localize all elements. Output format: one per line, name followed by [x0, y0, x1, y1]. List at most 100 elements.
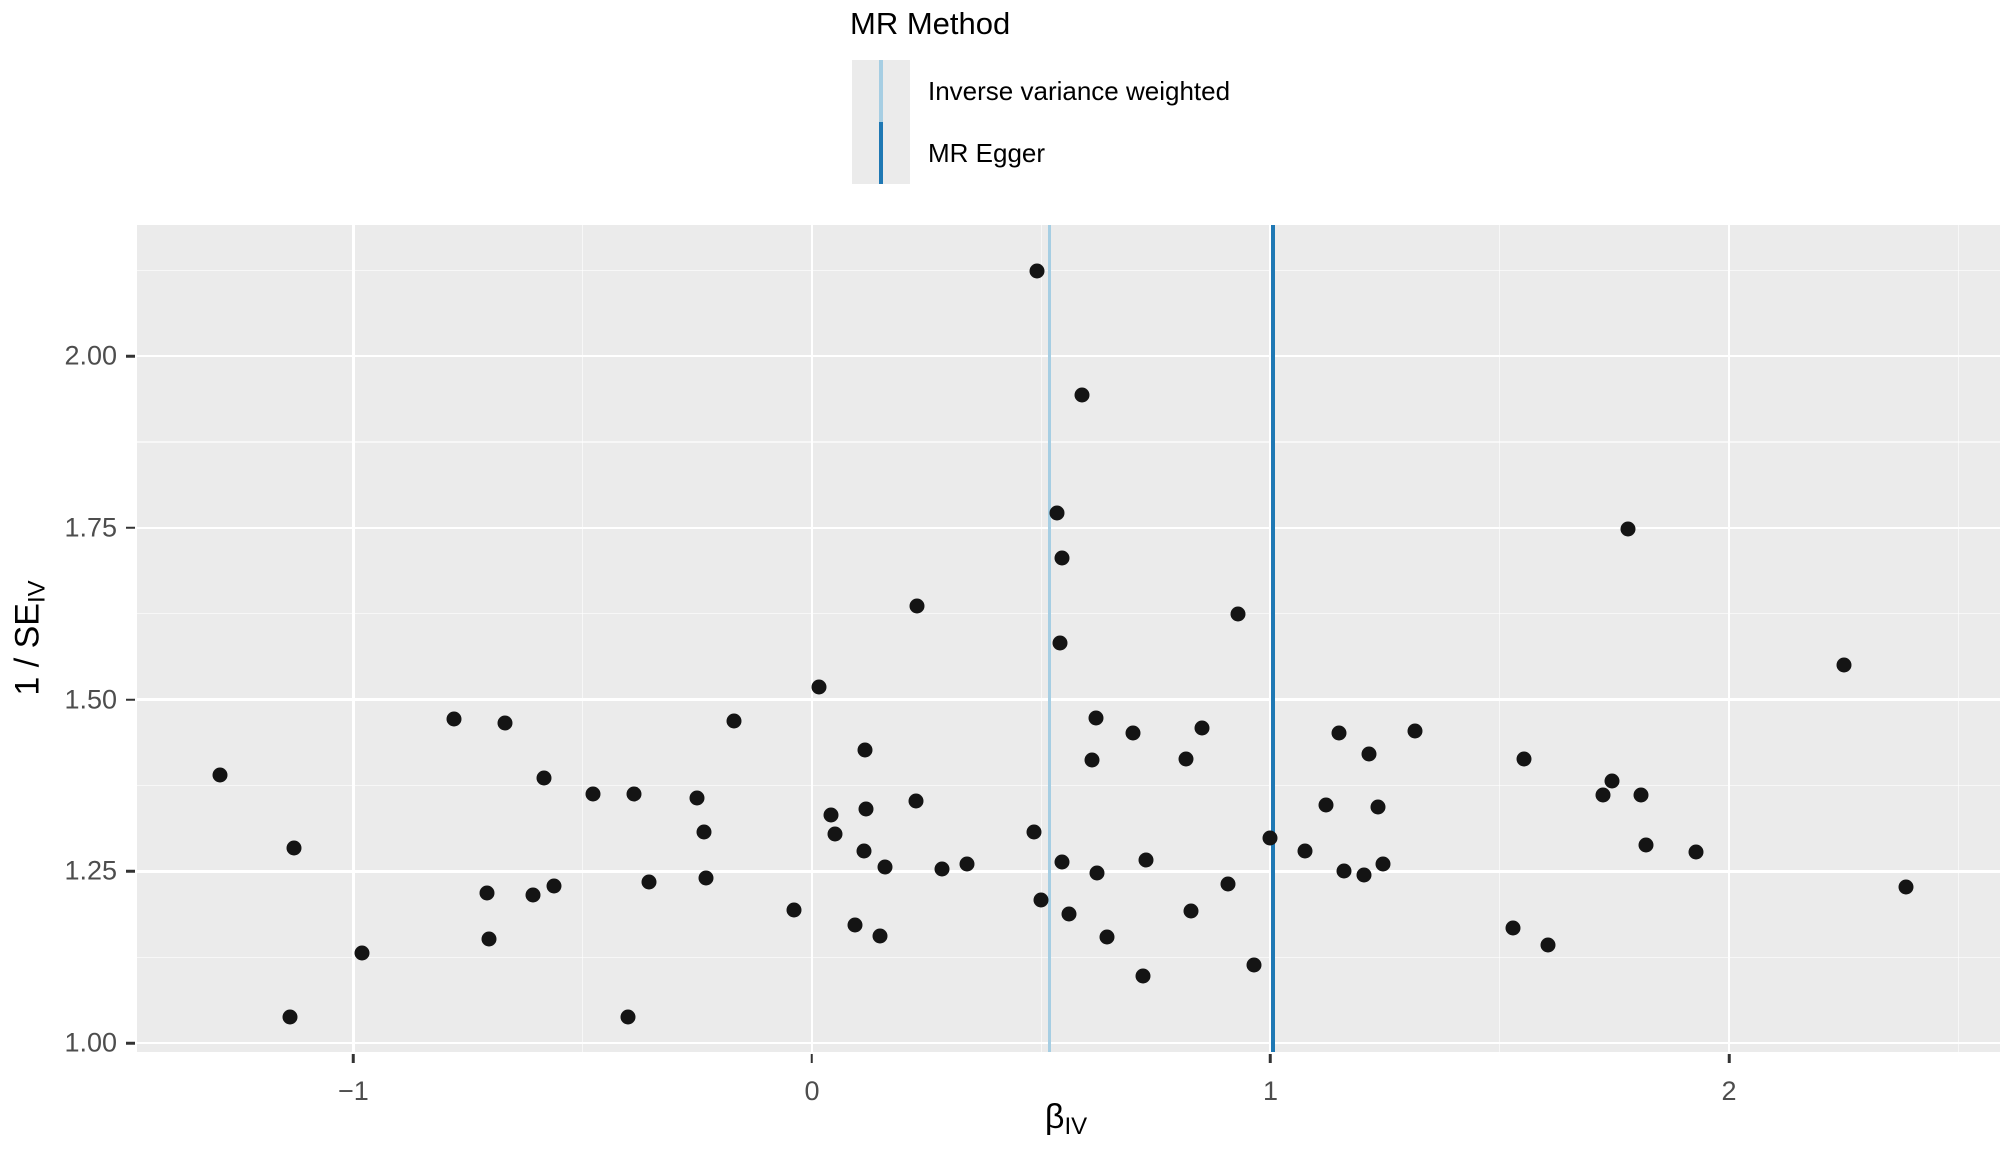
data-point: [696, 824, 712, 840]
data-point: [497, 715, 513, 731]
data-point: [934, 861, 950, 877]
y-tick-label: 1.75: [64, 512, 117, 543]
data-point: [1262, 830, 1278, 846]
data-point: [1540, 937, 1556, 953]
x-tick-label: 2: [1721, 1076, 1737, 1106]
y-tick-label: 2.00: [64, 340, 117, 371]
data-point: [1620, 521, 1636, 537]
data-point: [877, 859, 893, 875]
y-major-gridline: [137, 354, 2000, 358]
y-tick-label: 1.25: [64, 855, 117, 886]
y-minor-gridline: [137, 784, 2000, 787]
data-point: [1688, 844, 1704, 860]
x-major-gridline: [1269, 225, 1272, 1052]
ivw-line-swatch: [879, 60, 883, 122]
data-point: [641, 874, 657, 890]
data-point: [1088, 710, 1104, 726]
data-point: [1029, 263, 1045, 279]
y-axis-tick: [126, 354, 135, 358]
data-point: [1052, 635, 1068, 651]
data-point: [1318, 797, 1334, 813]
data-point: [1604, 773, 1620, 789]
data-point: [1638, 837, 1654, 853]
data-point: [1074, 387, 1090, 403]
data-point: [1089, 865, 1105, 881]
data-point: [481, 931, 497, 947]
egger-line-swatch: [879, 122, 883, 184]
x-major-gridline: [1727, 225, 1731, 1052]
data-point: [1138, 852, 1154, 868]
data-point: [525, 887, 541, 903]
legend-title: MR Method: [850, 6, 1011, 41]
data-point: [1220, 876, 1236, 892]
data-point: [1125, 725, 1141, 741]
data-point: [857, 742, 873, 758]
y-minor-gridline: [137, 613, 2000, 615]
legend-keys: [852, 60, 910, 184]
data-point: [1230, 606, 1246, 622]
data-point: [1516, 751, 1532, 767]
data-point: [1135, 968, 1151, 984]
data-point: [847, 917, 863, 933]
data-point: [786, 902, 802, 918]
data-point: [1297, 843, 1313, 859]
legend: MR Method Inverse variance weighted MR E…: [850, 6, 1230, 184]
x-minor-gridline: [1040, 225, 1042, 1052]
x-minor-gridline: [582, 225, 584, 1052]
x-axis-tick: [1727, 1054, 1731, 1063]
data-point: [1194, 720, 1210, 736]
data-point: [1061, 906, 1077, 922]
data-point: [1054, 550, 1070, 566]
data-point: [1356, 867, 1372, 883]
data-point: [626, 786, 642, 802]
data-point: [1407, 723, 1423, 739]
y-major-gridline: [137, 1041, 2000, 1045]
y-minor-gridline: [137, 956, 2000, 958]
data-point: [546, 878, 562, 894]
y-tick-label: 1.00: [64, 1027, 117, 1058]
x-axis-tick: [1269, 1054, 1272, 1063]
data-point: [1026, 824, 1042, 839]
y-axis-title-base: 1 / SE: [8, 603, 47, 696]
data-point: [1178, 751, 1194, 767]
data-point: [827, 826, 843, 842]
data-point: [908, 793, 924, 809]
x-axis-title-sub: IV: [1064, 1113, 1088, 1140]
ivw-estimate-line: [1047, 225, 1051, 1052]
data-point: [1084, 752, 1100, 768]
data-point: [811, 679, 827, 695]
x-tick-label: 1: [1262, 1076, 1278, 1106]
y-major-gridline: [137, 698, 2000, 701]
x-axis-title-base: β: [1044, 1098, 1065, 1136]
y-minor-gridline: [137, 269, 2000, 271]
data-point: [858, 801, 874, 817]
data-point: [620, 1009, 636, 1025]
data-point: [1336, 863, 1352, 879]
data-point: [1049, 505, 1065, 521]
legend-key-egger: [852, 122, 910, 184]
data-point: [1054, 854, 1070, 870]
data-point: [212, 767, 228, 783]
x-minor-gridline: [1499, 225, 1501, 1052]
data-point: [698, 870, 714, 886]
x-axis-tick: [810, 1054, 814, 1063]
y-axis-tick: [126, 870, 135, 873]
x-major-gridline: [810, 225, 814, 1052]
x-major-gridline: [352, 225, 355, 1052]
data-point: [1370, 799, 1386, 815]
data-point: [479, 885, 495, 901]
y-axis-title: 1 / SEIV: [8, 528, 52, 748]
data-point: [726, 713, 742, 729]
x-minor-gridline: [1957, 225, 1959, 1052]
data-point: [872, 928, 888, 944]
legend-label-ivw: Inverse variance weighted: [928, 75, 1231, 106]
data-point: [536, 770, 552, 786]
x-axis-title: βIV: [1045, 1098, 1087, 1141]
y-tick-label: 1.50: [64, 684, 117, 715]
y-axis-tick: [126, 698, 135, 701]
data-point: [909, 598, 925, 614]
y-axis-title-sub: IV: [23, 580, 51, 604]
data-point: [1183, 903, 1199, 918]
legend-labels: Inverse variance weighted MR Egger: [928, 60, 1230, 184]
data-point: [286, 840, 302, 856]
